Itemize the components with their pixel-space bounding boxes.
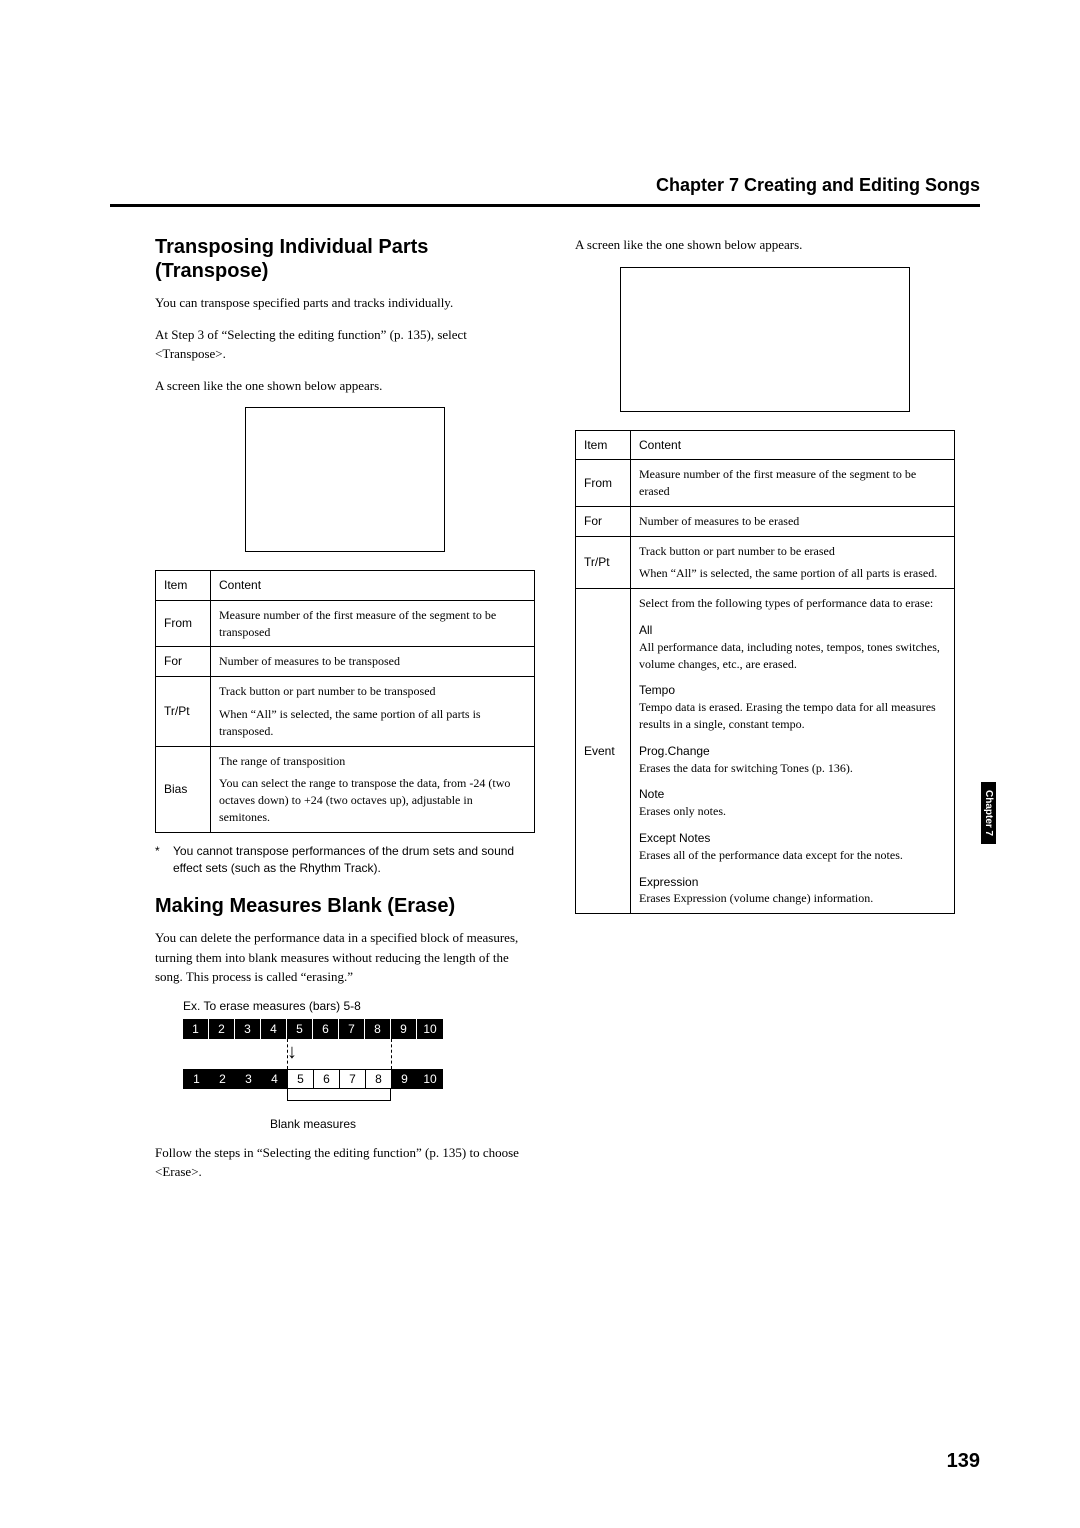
table-cell: Number of measures to be transposed [211,647,535,677]
measure-cell-blank: 8 [365,1069,391,1089]
event-name: Expression [639,874,946,891]
measure-cell: 5 [287,1019,313,1039]
diagram-gap: ↓ [183,1039,535,1069]
table-cell: Tr/Pt [576,536,631,589]
asterisk-icon: * [155,843,165,877]
table-cell: Track button or part number to be transp… [211,677,535,746]
event-desc: Tempo data is erased. Erasing the tempo … [639,699,946,733]
measure-cell: 7 [339,1019,365,1039]
event-name: Note [639,786,946,803]
event-desc: Erases Expression (volume change) inform… [639,890,946,907]
table-cell: Tr/Pt [156,677,211,746]
measure-cell: 9 [391,1069,417,1089]
event-name: Tempo [639,682,946,699]
table-cell: From [576,460,631,507]
measure-cell: 4 [261,1019,287,1039]
body-text: A screen like the one shown below appear… [155,376,535,396]
measure-cell-blank: 7 [339,1069,365,1089]
example-label: Ex. To erase measures (bars) 5-8 [183,999,535,1013]
event-option: Except Notes Erases all of the performan… [639,830,946,864]
table-header-content: Content [631,430,955,460]
text: You can select the range to transpose th… [219,775,526,825]
measure-cell-blank: 5 [287,1069,313,1089]
table-cell: Measure number of the first measure of t… [211,600,535,647]
table-header-content: Content [211,571,535,601]
footnote: * You cannot transpose performances of t… [155,843,535,877]
measure-row-after: 1 2 3 4 5 6 7 8 9 10 [183,1069,535,1089]
event-option: Note Erases only notes. [639,786,946,820]
measure-cell: 6 [313,1019,339,1039]
event-desc: All performance data, including notes, t… [639,639,946,673]
table-cell: Event [576,589,631,914]
event-option: Tempo Tempo data is erased. Erasing the … [639,682,946,732]
body-text: A screen like the one shown below appear… [575,235,955,255]
erase-table: Item Content From Measure number of the … [575,430,955,915]
table-cell: Track button or part number to be erased… [631,536,955,589]
text: Track button or part number to be erased [639,543,946,560]
measure-cell: 1 [183,1069,209,1089]
transpose-table: Item Content From Measure number of the … [155,570,535,833]
measure-cell: 1 [183,1019,209,1039]
measure-cell: 8 [365,1019,391,1039]
chapter-title: Chapter 7 Creating and Editing Songs [110,175,980,196]
section-title-transpose: Transposing Individual Parts (Transpose) [155,235,535,283]
measure-row-before: 1 2 3 4 5 6 7 8 9 10 [183,1019,535,1039]
blank-measures-label: Blank measures [183,1117,443,1131]
event-intro: Select from the following types of perfo… [639,595,946,612]
table-cell: Measure number of the first measure of t… [631,460,955,507]
text: When “All” is selected, the same portion… [639,565,946,582]
measure-cell: 3 [235,1019,261,1039]
table-cell: Select from the following types of perfo… [631,589,955,914]
event-option: Prog.Change Erases the data for switchin… [639,743,946,777]
measure-cell: 10 [417,1019,443,1039]
measure-cell: 2 [209,1019,235,1039]
text: When “All” is selected, the same portion… [219,706,526,740]
page-number: 139 [947,1450,980,1473]
event-name: Except Notes [639,830,946,847]
table-cell: Bias [156,746,211,832]
screenshot-placeholder [245,407,445,552]
measure-cell-blank: 6 [313,1069,339,1089]
table-cell: For [576,506,631,536]
table-cell: From [156,600,211,647]
event-name: Prog.Change [639,743,946,760]
table-cell: Number of measures to be erased [631,506,955,536]
event-option: Expression Erases Expression (volume cha… [639,874,946,908]
left-column: Transposing Individual Parts (Transpose)… [155,235,535,1194]
measure-cell: 3 [235,1069,261,1089]
arrow-down-icon: ↓ [287,1041,297,1064]
footnote-text: You cannot transpose performances of the… [173,843,535,877]
measure-cell: 9 [391,1019,417,1039]
bracket-row [183,1089,535,1111]
chapter-side-tab: Chapter 7 [981,782,996,844]
table-header-item: Item [156,571,211,601]
event-desc: Erases the data for switching Tones (p. … [639,760,946,777]
body-text: You can transpose specified parts and tr… [155,293,535,313]
measure-cell: 4 [261,1069,287,1089]
dashed-line [287,1039,288,1069]
measure-cell: 10 [417,1069,443,1089]
body-text: At Step 3 of “Selecting the editing func… [155,325,535,364]
text: The range of transposition [219,753,526,770]
right-column: A screen like the one shown below appear… [575,235,955,1194]
event-name: All [639,622,946,639]
header-rule [110,204,980,207]
event-desc: Erases all of the performance data excep… [639,847,946,864]
table-header-item: Item [576,430,631,460]
measure-diagram: 1 2 3 4 5 6 7 8 9 10 ↓ 1 2 3 4 5 [183,1019,535,1111]
event-desc: Erases only notes. [639,803,946,820]
event-option: All All performance data, including note… [639,622,946,672]
dashed-line [391,1039,392,1069]
body-text: You can delete the performance data in a… [155,928,535,987]
measure-cell: 2 [209,1069,235,1089]
body-text: Follow the steps in “Selecting the editi… [155,1143,535,1182]
table-cell: For [156,647,211,677]
bracket-icon [287,1089,391,1101]
table-cell: The range of transposition You can selec… [211,746,535,832]
screenshot-placeholder [620,267,910,412]
section-title-erase: Making Measures Blank (Erase) [155,894,535,918]
text: Track button or part number to be transp… [219,683,526,700]
